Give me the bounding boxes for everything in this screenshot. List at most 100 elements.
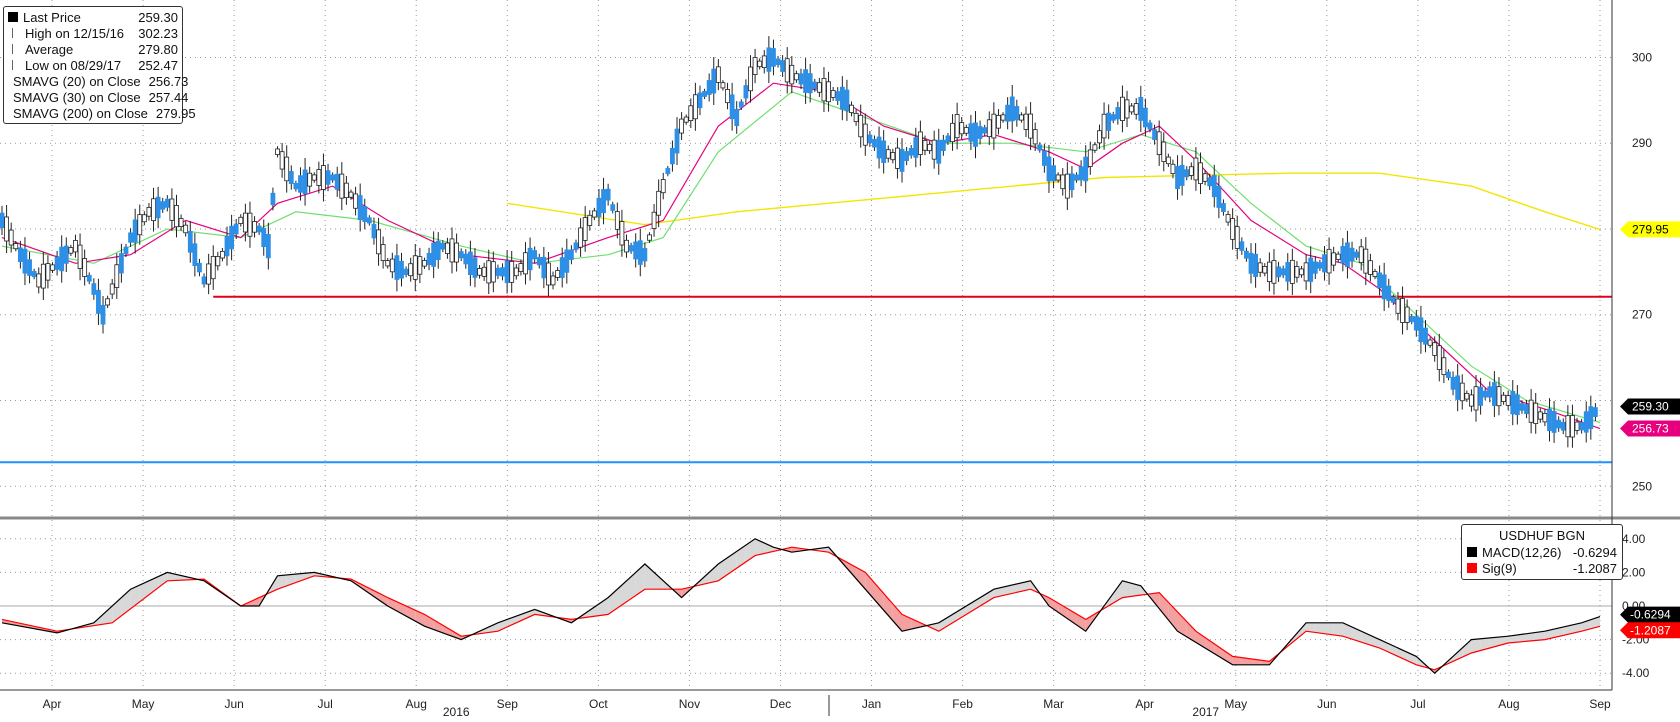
price-candle: [729, 94, 735, 120]
price-candle: [830, 90, 836, 98]
macd-fill: [1563, 624, 1573, 636]
macd-fill: [1554, 627, 1564, 638]
price-candle: [881, 140, 887, 164]
macd-fill: [1333, 622, 1343, 637]
price-candle: [449, 238, 455, 263]
price-candle: [982, 127, 988, 134]
price-candle: [174, 205, 179, 228]
price-candle: [1331, 252, 1337, 266]
macd-fill: [360, 583, 370, 594]
legend-value: 256.73: [148, 73, 189, 89]
price-candle: [1266, 261, 1272, 282]
price-candle: [945, 135, 951, 143]
price-candle: [1239, 241, 1245, 251]
price-candle: [656, 190, 662, 216]
macd-fill: [534, 609, 544, 616]
price-candle: [610, 204, 616, 211]
price-candle: [1455, 375, 1461, 400]
price-candle: [839, 86, 845, 110]
price-candle: [1138, 96, 1144, 121]
price-candle: [541, 256, 547, 279]
price-candle: [1051, 165, 1056, 182]
legend-value: 279.95: [155, 105, 196, 121]
macd-fill: [1517, 633, 1527, 643]
price-candle: [867, 134, 873, 144]
macd-fill: [984, 589, 994, 604]
price-candle: [183, 224, 189, 234]
price-candle: [229, 225, 234, 250]
price-candle: [27, 259, 32, 276]
macd-fill: [158, 572, 168, 588]
price-panel: [0, 36, 1612, 464]
price-candle: [380, 244, 386, 261]
price-candle: [293, 182, 299, 190]
price-candle: [311, 174, 317, 181]
price-candle: [155, 196, 161, 219]
price-candle: [1276, 266, 1281, 278]
price-candle: [215, 256, 221, 267]
right-value-label: 279.95: [1632, 222, 1669, 236]
price-candle: [1147, 122, 1153, 130]
macd-fill: [1186, 621, 1196, 643]
price-candle: [931, 139, 937, 160]
price-candle: [1023, 113, 1029, 130]
price-candle: [486, 260, 492, 284]
price-candle: [624, 239, 629, 253]
price-candle: [1207, 177, 1213, 187]
macd-y-tick-label: 2.00: [1622, 565, 1646, 579]
price-candle: [164, 198, 170, 208]
macd-fill: [1407, 652, 1417, 665]
macd-fill: [1526, 632, 1536, 642]
price-candle: [1496, 386, 1502, 407]
price-candle: [711, 68, 717, 94]
price-candle: [904, 151, 910, 162]
macd-fill: [993, 587, 1004, 598]
price-candle: [1537, 411, 1543, 420]
macd-fill: [1232, 656, 1242, 665]
macd-fill: [1113, 580, 1123, 604]
legend-label: SMAVG (20) on Close: [13, 73, 141, 89]
price-candle: [895, 147, 900, 169]
price-candle: [1000, 114, 1006, 121]
macd-fill: [892, 603, 903, 632]
macd-fill: [516, 612, 526, 623]
macd-panel: [1, 538, 1601, 675]
price-candle: [178, 218, 184, 227]
price-candle: [876, 136, 882, 159]
x-tick-label: May: [132, 697, 155, 711]
price-candle: [256, 225, 262, 233]
price-candle: [748, 66, 753, 92]
price-candle: [105, 298, 111, 306]
price-candle: [715, 66, 721, 83]
price-candle: [816, 82, 822, 93]
price-candle: [339, 173, 345, 199]
macd-fill: [369, 588, 379, 600]
price-candle: [422, 260, 427, 267]
price-candle: [1234, 226, 1240, 249]
price-candle: [1211, 175, 1217, 198]
price-candle: [201, 276, 207, 285]
macd-legend-item: Sig(9) -1.2087: [1467, 560, 1617, 576]
price-candle: [1487, 386, 1493, 398]
price-candle: [1083, 156, 1089, 182]
price-candle: [1152, 129, 1157, 141]
price-candle: [1551, 411, 1557, 433]
price-candle: [1299, 268, 1304, 276]
price-candle: [523, 252, 528, 275]
legend-label: Sig(9): [1482, 560, 1517, 576]
price-candle: [1418, 317, 1424, 343]
x-tick-label: Sep: [1589, 697, 1611, 711]
price-candle: [1432, 342, 1438, 356]
price-candle: [1565, 415, 1571, 438]
macd-line: [1, 538, 1601, 675]
price-candle: [803, 69, 808, 93]
price-candle: [220, 250, 225, 259]
price-candle: [242, 212, 248, 233]
price-candle: [261, 228, 267, 248]
legend-swatch: [12, 28, 20, 38]
macd-fill: [1480, 637, 1490, 651]
price-candle: [725, 89, 730, 104]
price-candle: [1106, 112, 1112, 131]
price-candle: [288, 171, 294, 184]
price-candle: [1069, 173, 1075, 191]
